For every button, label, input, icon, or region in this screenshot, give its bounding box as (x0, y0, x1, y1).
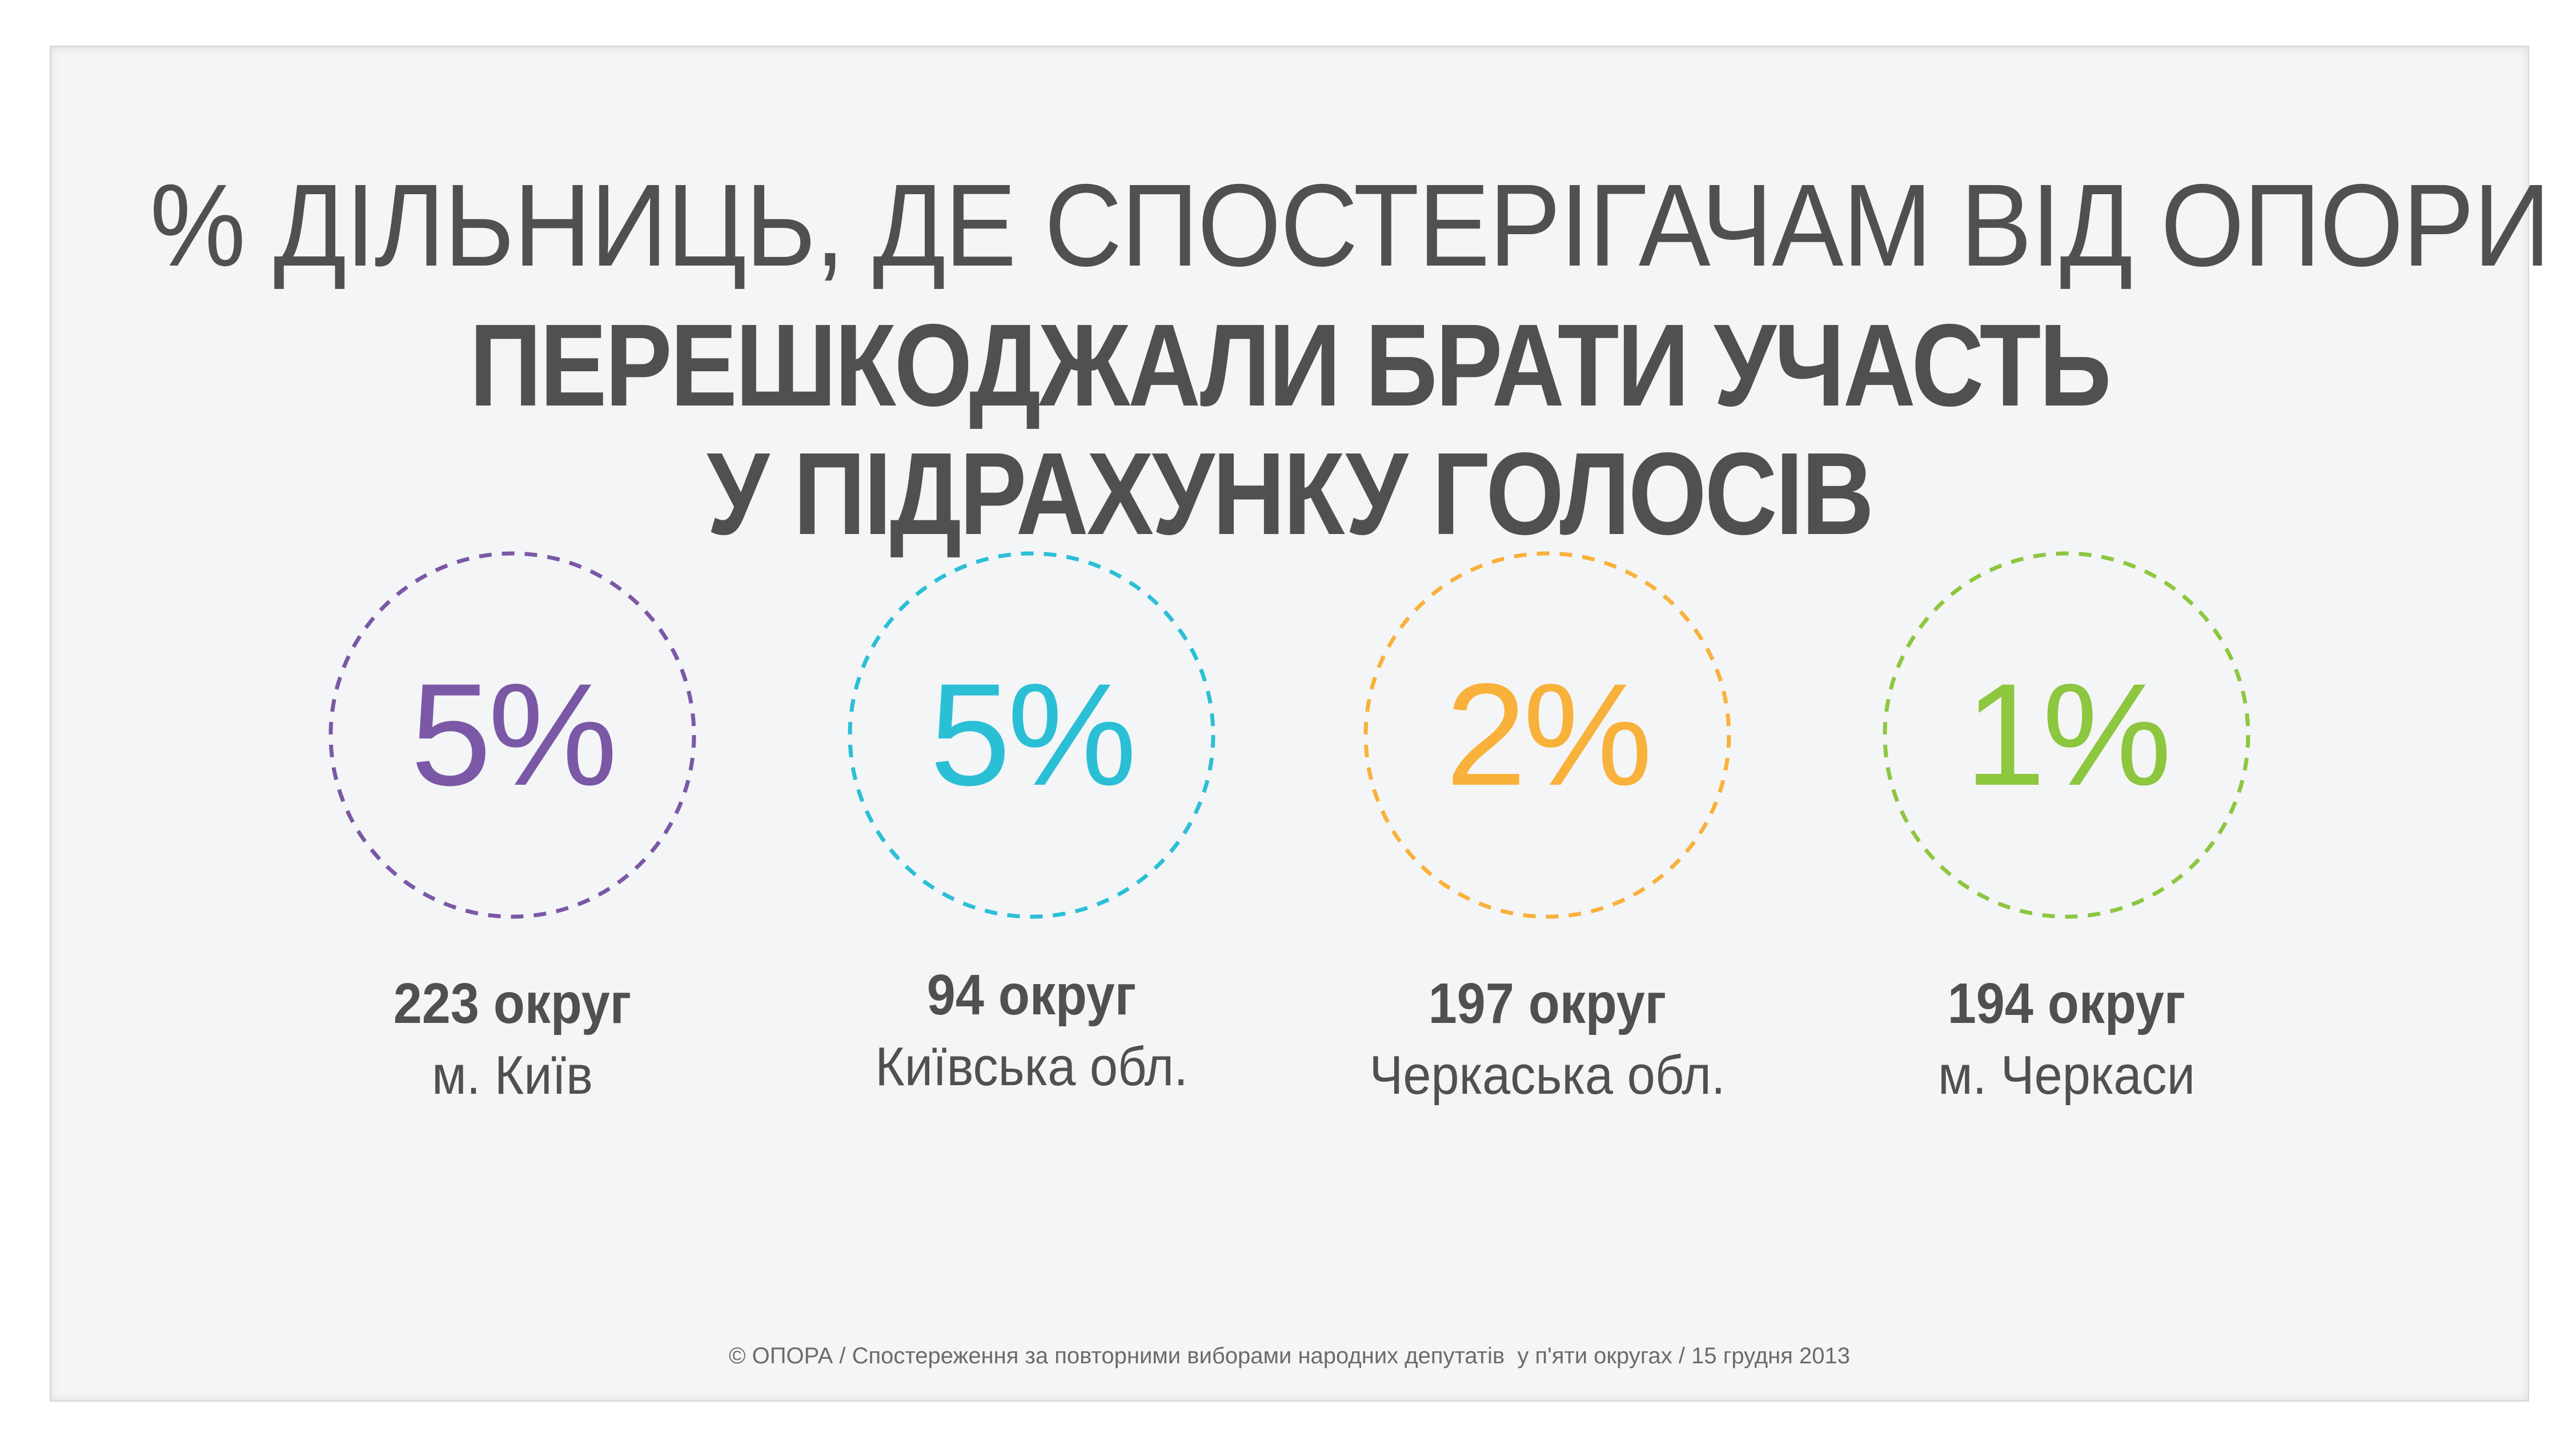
dashed-circle-icon: 5% (846, 549, 1217, 921)
stat-cherkasy-oblast: 2% 197 округ Черкаська обл. (1290, 549, 1804, 1103)
region-label: м. Черкаси (1937, 1045, 2196, 1106)
stat-kyiv-oblast: 5% 94 округ Київська обл. (775, 549, 1289, 1094)
dashed-circle-icon: 1% (1881, 549, 2252, 921)
title-line-3: У ПІДРАХУНКУ ГОЛОСІВ (707, 428, 1874, 559)
stat-cherkasy-city: 1% 194 округ м. Черкаси (1809, 549, 2324, 1103)
region-label: м. Київ (431, 1045, 593, 1106)
region-label: Черкаська обл. (1369, 1045, 1726, 1106)
district-label: 223 округ (393, 972, 632, 1035)
percent-value: 5% (410, 653, 618, 816)
percent-value: 5% (929, 653, 1137, 816)
infographic-card: % ДІЛЬНИЦЬ, ДЕ СПОСТЕРІГАЧАМ ВІД ОПОРИ П… (50, 46, 2551, 1402)
percent-value: 1% (1964, 653, 2172, 816)
dashed-circle-icon: 5% (327, 549, 698, 921)
dashed-circle-icon: 2% (1362, 549, 1733, 921)
percent-value: 2% (1445, 653, 1653, 816)
footer-credit: © ОПОРА / Спостереження за повторними ви… (729, 1343, 1850, 1368)
title-line-2: ПЕРЕШКОДЖАЛИ БРАТИ УЧАСТЬ (469, 300, 2112, 431)
stat-kyiv-city: 5% 223 округ м. Київ (255, 549, 769, 1103)
title-line-1: % ДІЛЬНИЦЬ, ДЕ СПОСТЕРІГАЧАМ ВІД ОПОРИ (150, 160, 2550, 291)
region-label: Київська обл. (875, 1036, 1188, 1097)
district-label: 197 округ (1428, 972, 1667, 1035)
district-label: 94 округ (926, 963, 1137, 1027)
district-label: 194 округ (1947, 972, 2186, 1035)
